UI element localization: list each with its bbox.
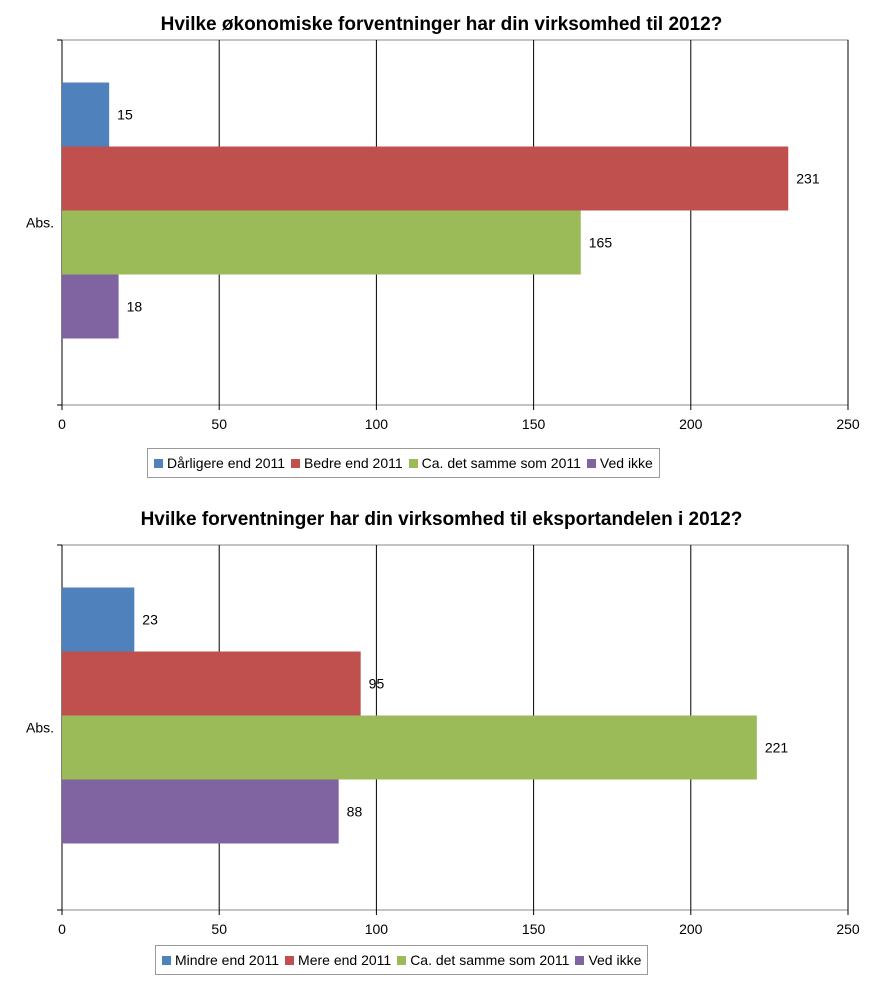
x-tick-label: 150	[522, 416, 546, 432]
category-label: Abs.	[26, 720, 54, 736]
data-label: 165	[589, 235, 613, 251]
legend-label: Dårligere end 2011	[167, 455, 286, 471]
bar-d-rligere-end-2011	[62, 82, 110, 147]
data-label: 95	[369, 676, 385, 692]
legend-swatch	[575, 955, 585, 965]
data-label: 15	[117, 107, 133, 123]
legend-label: Ca. det samme som 2011	[410, 952, 570, 968]
x-tick-label: 100	[365, 921, 389, 937]
legend-swatch	[586, 458, 596, 468]
x-tick-label: 200	[679, 416, 703, 432]
x-tick-label: 250	[836, 416, 860, 432]
legend-item: Mere end 2011	[285, 952, 391, 968]
bar-bedre-end-2011	[62, 146, 789, 211]
legend-swatch	[291, 458, 301, 468]
bar-mindre-end-2011	[62, 587, 135, 652]
x-tick-label: 0	[58, 921, 66, 937]
x-tick-label: 100	[365, 416, 389, 432]
x-tick-label: 50	[211, 416, 227, 432]
data-label: 23	[142, 612, 158, 628]
bar-ved-ikke	[62, 779, 339, 844]
category-label: Abs.	[26, 215, 54, 231]
chart-plot: 0 50 100 150 200 250 Abs. 23 95 221 88	[26, 544, 860, 937]
legend-item: Mindre end 2011	[162, 952, 279, 968]
legend-swatch	[154, 458, 163, 468]
legend-swatch	[408, 458, 418, 468]
legend-item: Ved ikke	[586, 455, 653, 471]
chart-plot: 0 50 100 150 200 250 Abs. 15 231 165 18	[26, 39, 860, 432]
x-tick-label: 150	[522, 921, 546, 937]
legend-swatch	[397, 955, 407, 965]
chart-1: Hvilke økonomiske forventninger har din …	[0, 0, 883, 490]
legend-swatch	[162, 955, 171, 965]
bar-mere-end-2011	[62, 651, 361, 716]
legend-label: Bedre end 2011	[304, 455, 403, 471]
legend-swatch	[285, 955, 295, 965]
legend-item: Bedre end 2011	[291, 455, 403, 471]
legend-item: Ca. det samme som 2011	[397, 952, 569, 968]
legend-label: Ved ikke	[588, 952, 642, 968]
legend-label: Mere end 2011	[298, 952, 392, 968]
x-tick-label: 50	[211, 921, 227, 937]
chart-title: Hvilke forventninger har din virksomhed …	[140, 509, 743, 530]
bar-ca-det-samme-som-2011	[62, 210, 581, 275]
data-label: 231	[796, 171, 820, 187]
legend-label: Ca. det samme som 2011	[421, 455, 581, 471]
legend-item: Dårligere end 2011	[154, 455, 285, 471]
data-label: 221	[765, 740, 789, 756]
legend-label: Ved ikke	[599, 455, 653, 471]
legend-label: Mindre end 2011	[175, 952, 280, 968]
bar-ved-ikke	[62, 274, 119, 339]
bar-ca-det-samme-som-2011	[62, 715, 757, 780]
chart-legend: Dårligere end 2011 Bedre end 2011 Ca. det …	[147, 448, 660, 478]
data-label: 88	[347, 804, 363, 820]
x-tick-label: 200	[679, 921, 703, 937]
chart-2: Hvilke forventninger har din virksomhed …	[0, 495, 883, 1000]
x-tick-label: 0	[58, 416, 66, 432]
legend-item: Ved ikke	[575, 952, 641, 968]
legend-item: Ca. det samme som 2011	[408, 455, 581, 471]
chart-title: Hvilke økonomiske forventninger har din …	[160, 14, 723, 35]
x-tick-label: 250	[836, 921, 860, 937]
chart-legend: Mindre end 2011 Mere end 2011 Ca. det samm…	[155, 945, 649, 975]
data-label: 18	[127, 299, 143, 315]
